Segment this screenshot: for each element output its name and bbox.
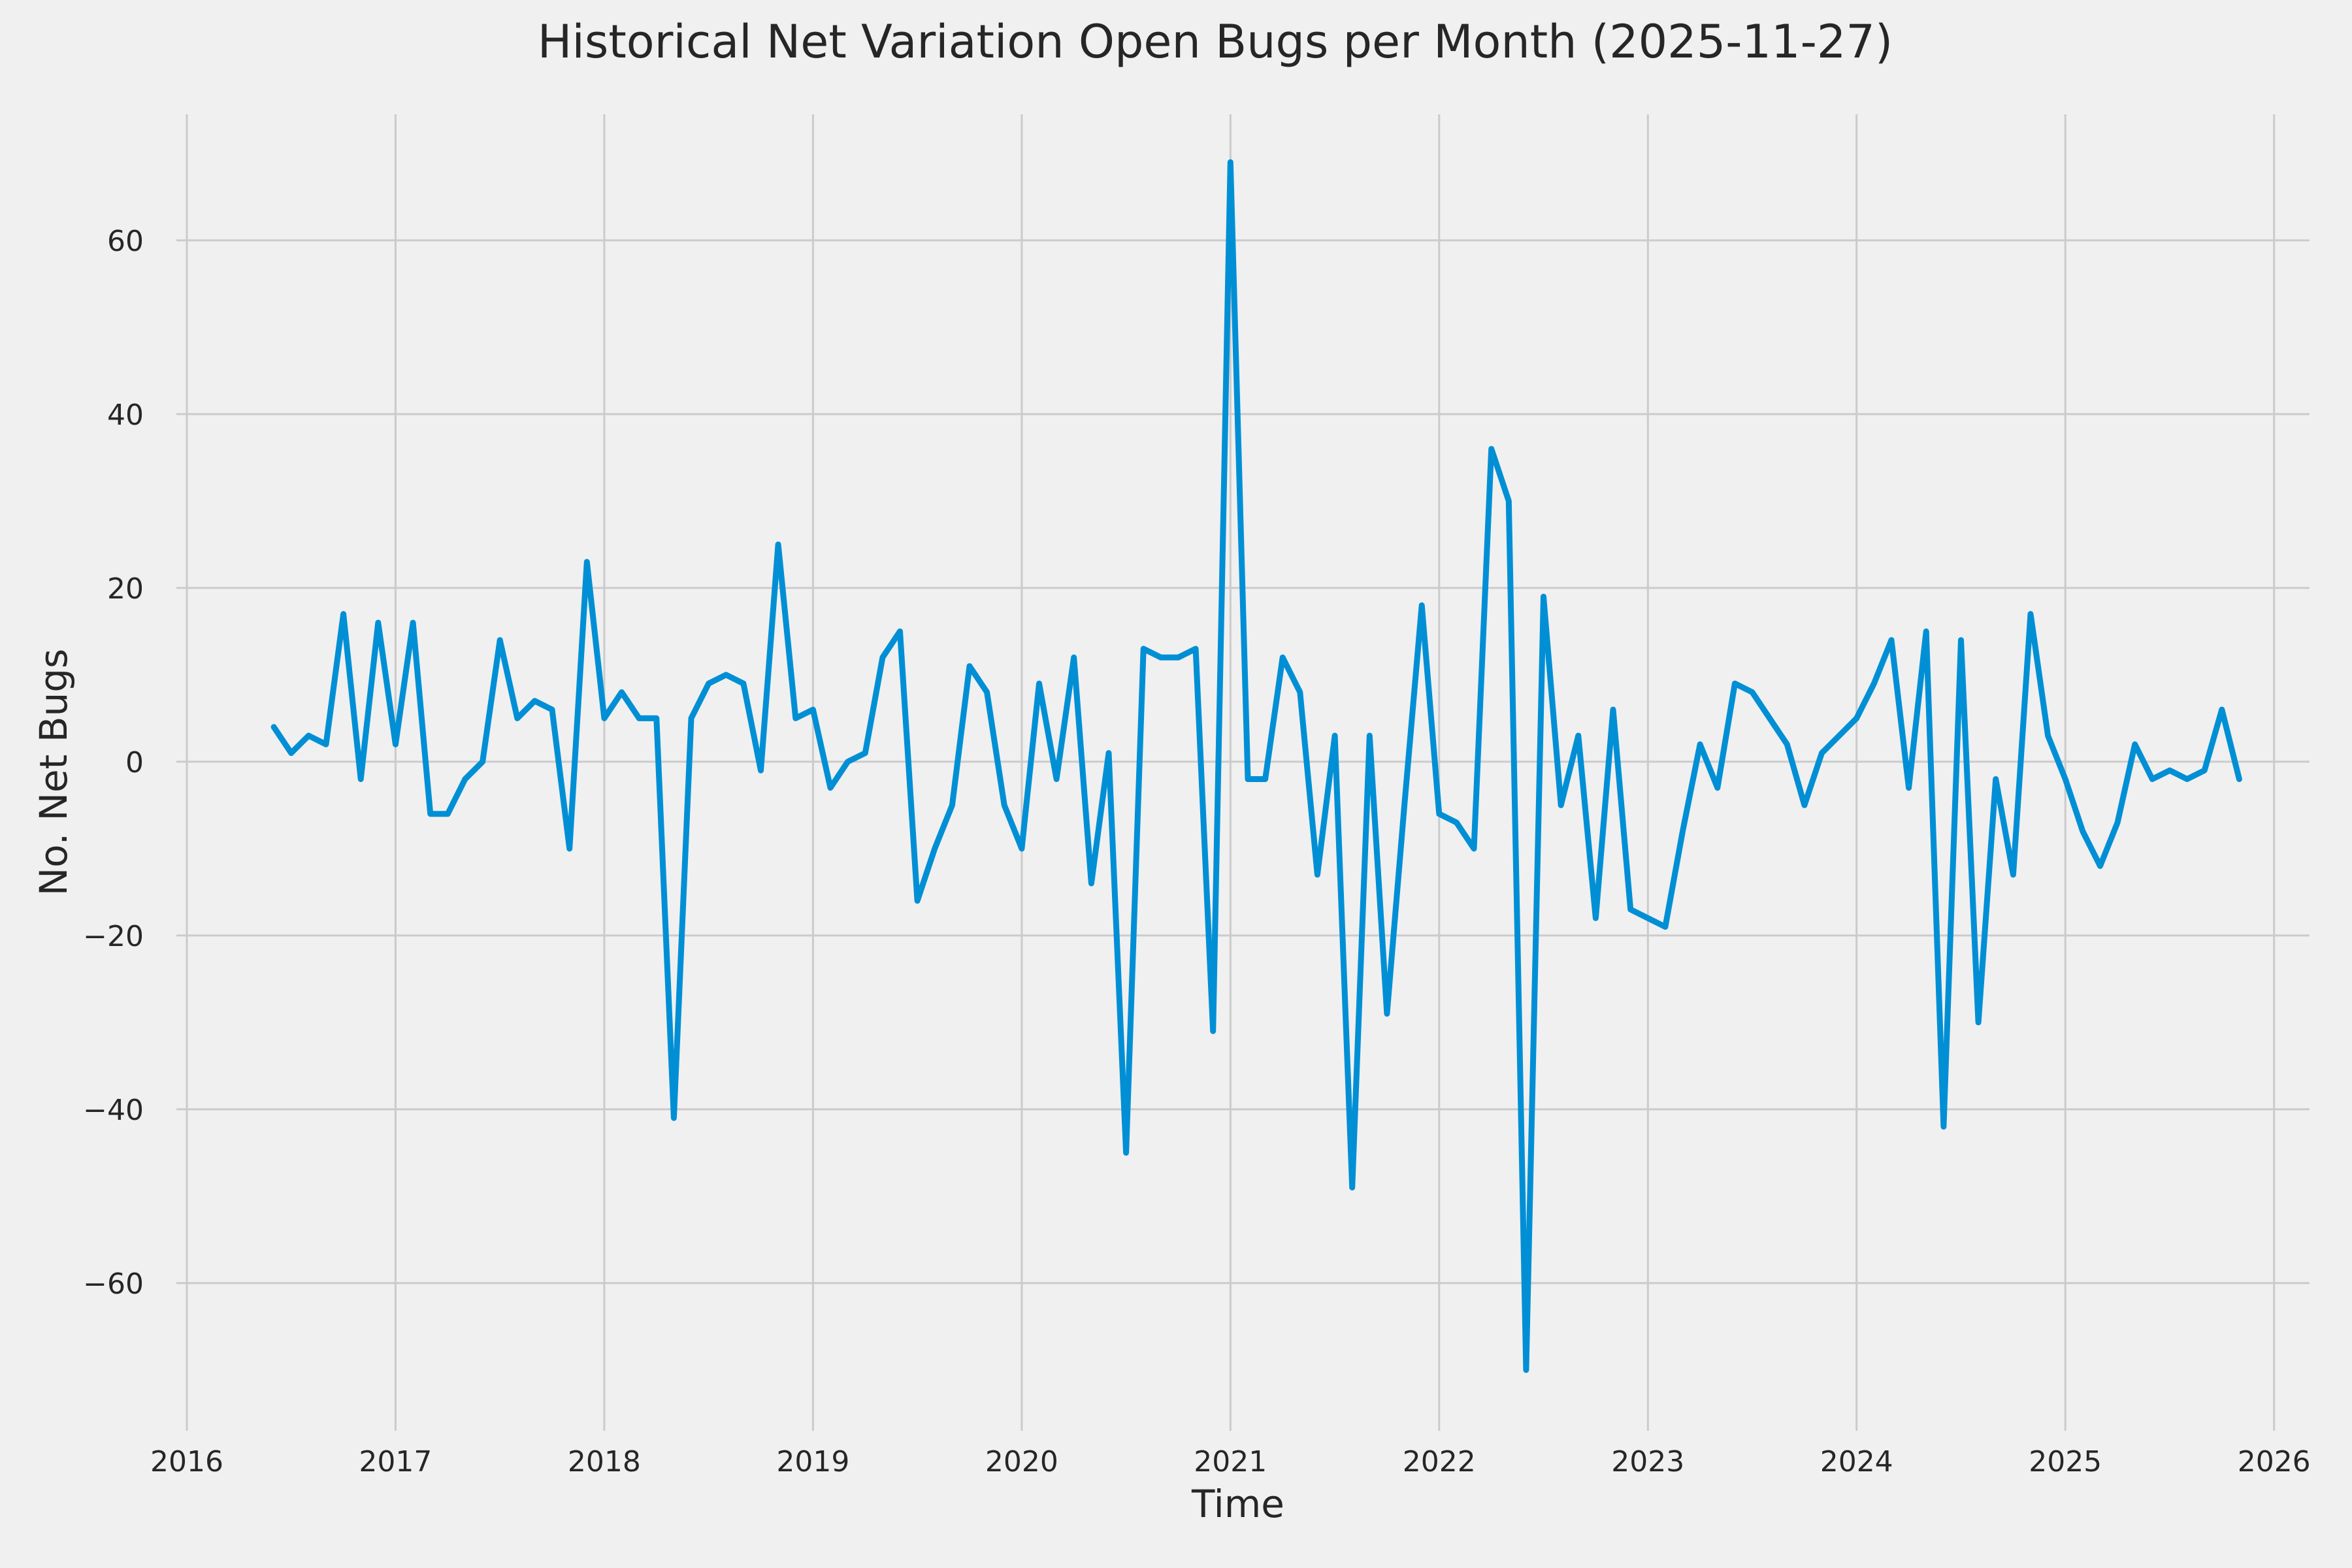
y-tick-label: −60 xyxy=(83,1267,144,1301)
x-tick-label: 2026 xyxy=(2238,1445,2311,1478)
x-tick-label: 2022 xyxy=(1403,1445,1476,1478)
x-tick-label: 2020 xyxy=(985,1445,1058,1478)
x-tick-label: 2018 xyxy=(568,1445,641,1478)
y-tick-label: 60 xyxy=(107,225,144,258)
x-tick-label: 2021 xyxy=(1194,1445,1267,1478)
series-line xyxy=(270,159,2242,1373)
x-tick-label: 2017 xyxy=(359,1445,432,1478)
y-axis-label: No. Net Bugs xyxy=(31,648,76,896)
y-tick-label: 40 xyxy=(107,399,144,432)
x-tick-label: 2019 xyxy=(776,1445,849,1478)
y-tick-label: 20 xyxy=(107,572,144,606)
x-tick-label: 2016 xyxy=(150,1445,223,1478)
y-tick-label: 0 xyxy=(125,746,144,779)
x-tick-label: 2024 xyxy=(1820,1445,1893,1478)
x-axis-label: Time xyxy=(1192,1482,1284,1526)
y-tick-label: −20 xyxy=(83,920,144,953)
y-tick-label: −40 xyxy=(83,1094,144,1127)
x-tick-label: 2023 xyxy=(1611,1445,1684,1478)
chart-title: Historical Net Variation Open Bugs per M… xyxy=(537,15,1893,69)
x-tick-label: 2025 xyxy=(2029,1445,2102,1478)
